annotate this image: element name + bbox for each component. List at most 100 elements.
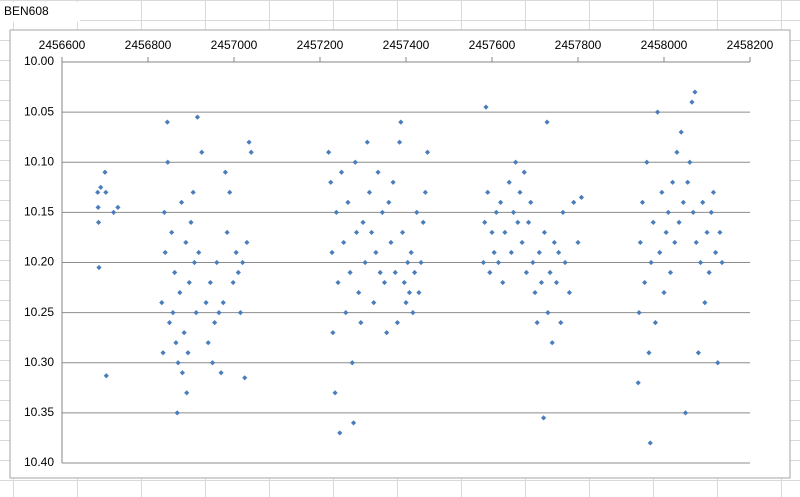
- point: [237, 310, 244, 316]
- point: [399, 229, 406, 236]
- point: [214, 259, 220, 266]
- point: [553, 279, 560, 286]
- point: [682, 410, 689, 416]
- point: [672, 239, 678, 246]
- point: [424, 149, 431, 155]
- point: [220, 300, 226, 306]
- chart-area[interactable]: [9, 29, 791, 479]
- x-tick-label: 2458000: [641, 38, 688, 52]
- y-tick-label: 10.25: [24, 305, 54, 319]
- point: [111, 209, 117, 215]
- point: [648, 259, 654, 266]
- x-tick-label: 2456600: [39, 38, 86, 52]
- point: [521, 169, 527, 175]
- point: [185, 350, 191, 356]
- point: [700, 199, 706, 205]
- point: [330, 330, 336, 336]
- point: [335, 279, 341, 286]
- point: [556, 249, 562, 256]
- point: [388, 239, 394, 246]
- point: [329, 249, 335, 256]
- point: [343, 310, 349, 316]
- point: [487, 269, 493, 276]
- point: [506, 179, 512, 185]
- point: [170, 310, 176, 316]
- point: [635, 380, 641, 386]
- point: [538, 279, 545, 286]
- point: [173, 340, 179, 346]
- point: [175, 360, 181, 366]
- point: [196, 249, 202, 256]
- point: [212, 320, 218, 326]
- point: [525, 219, 532, 225]
- point: [203, 300, 209, 306]
- x-tick-label: 2457400: [383, 38, 430, 52]
- point: [480, 259, 486, 266]
- point: [191, 259, 198, 266]
- point: [160, 350, 166, 356]
- point: [218, 370, 224, 376]
- x-tick-label: 2458200: [727, 38, 774, 52]
- point: [345, 199, 351, 205]
- point: [414, 209, 420, 215]
- point: [719, 259, 725, 266]
- point: [532, 289, 538, 296]
- point: [558, 320, 564, 326]
- point: [194, 114, 201, 120]
- point: [161, 209, 167, 215]
- y-tick-label: 10.35: [24, 405, 54, 419]
- point: [371, 300, 377, 306]
- point: [349, 360, 355, 366]
- point: [693, 239, 699, 246]
- point: [489, 229, 495, 236]
- point: [406, 289, 413, 296]
- point: [222, 169, 228, 175]
- point: [498, 199, 504, 205]
- point: [338, 169, 345, 175]
- point: [416, 289, 422, 296]
- point: [188, 219, 194, 225]
- cell[interactable]: [0, 2, 80, 22]
- point: [174, 410, 180, 416]
- point: [356, 289, 362, 296]
- point: [687, 159, 693, 165]
- point: [392, 269, 398, 276]
- point: [665, 209, 671, 215]
- point: [670, 179, 676, 185]
- point: [491, 249, 497, 256]
- point: [115, 204, 121, 210]
- point: [541, 415, 547, 421]
- point: [373, 249, 379, 256]
- point: [162, 249, 168, 256]
- point: [364, 139, 370, 145]
- point: [519, 239, 525, 246]
- point: [216, 310, 222, 316]
- point: [530, 259, 536, 266]
- y-tick-label: 10.05: [24, 104, 54, 118]
- point: [544, 119, 550, 125]
- point: [697, 259, 704, 266]
- point: [639, 199, 646, 205]
- x-tick-label: 2457800: [555, 38, 602, 52]
- point: [96, 264, 102, 271]
- point: [394, 320, 400, 326]
- point: [377, 269, 383, 276]
- point: [384, 330, 390, 336]
- point: [244, 239, 250, 246]
- point: [184, 390, 190, 396]
- point: [659, 189, 665, 195]
- point: [248, 149, 254, 155]
- point: [381, 279, 388, 286]
- point: [637, 239, 643, 246]
- point: [654, 109, 661, 115]
- point: [523, 269, 529, 276]
- point: [366, 189, 373, 195]
- point: [704, 229, 710, 236]
- y-tick-label: 10.10: [24, 154, 54, 168]
- point: [566, 289, 572, 296]
- point: [667, 269, 674, 276]
- point: [390, 179, 396, 185]
- point: [500, 279, 506, 286]
- point: [398, 119, 404, 125]
